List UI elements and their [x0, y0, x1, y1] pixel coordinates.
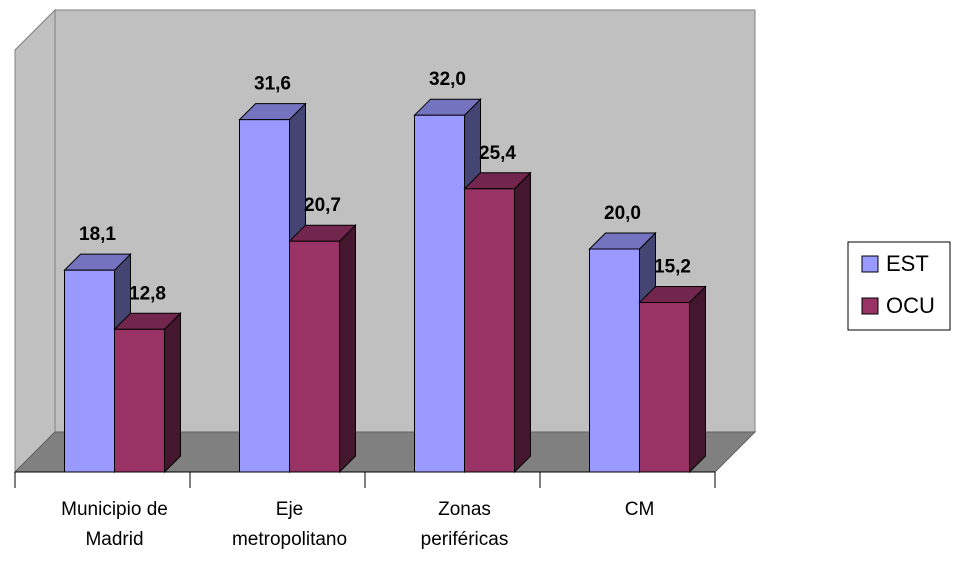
data-label-ocu-2: 25,4 — [479, 143, 516, 164]
bar-front — [414, 114, 465, 473]
data-label-est-2: 32,0 — [429, 69, 466, 90]
category-label-line: periféricas — [421, 529, 509, 550]
bar-ocu-3 — [638, 285, 707, 474]
chart-labels: 18,1 12,8 31,6 20,7 32,0 25,4 20,0 15,2 — [79, 69, 691, 304]
side-wall — [14, 8, 56, 474]
bar-est-3 — [588, 231, 657, 474]
category-label-line: Zonas — [438, 499, 491, 520]
data-label-ocu-3: 15,2 — [654, 257, 691, 278]
bar-est-0 — [63, 252, 132, 474]
legend-label-ocu: OCU — [886, 293, 935, 318]
legend-swatch-ocu — [861, 297, 879, 315]
bar-side — [339, 223, 356, 474]
bar-side — [164, 312, 181, 474]
category-label-line: metropolitano — [232, 529, 347, 550]
legend-swatch-est — [861, 255, 879, 273]
legend: EST OCU — [847, 241, 951, 331]
category-label-3: CM — [625, 499, 655, 520]
bar-side — [689, 285, 706, 474]
category-label-0: Municipio de Madrid — [61, 499, 168, 550]
bar-ocu-1 — [288, 223, 357, 474]
data-label-est-0: 18,1 — [79, 224, 116, 245]
bar-front — [64, 269, 115, 473]
bar-front — [114, 328, 165, 473]
category-label-1: Eje metropolitano — [232, 499, 347, 550]
category-label-line: Eje — [276, 499, 303, 520]
data-label-ocu-0: 12,8 — [129, 283, 166, 304]
bar-side — [514, 171, 531, 474]
x-axis: Municipio de Madrid Eje metropolitano Zonas p… — [14, 471, 716, 550]
legend-label-est: EST — [886, 251, 929, 276]
category-label-line: Municipio de — [61, 499, 168, 520]
data-label-ocu-1: 20,7 — [304, 195, 341, 216]
bar-front — [464, 188, 515, 473]
bar-front — [289, 240, 340, 473]
chart-bars — [63, 97, 707, 474]
bar-front — [239, 119, 290, 473]
bar-ocu-2 — [463, 171, 532, 474]
bar-front — [589, 248, 640, 473]
data-label-est-3: 20,0 — [604, 203, 641, 224]
category-label-line: Madrid — [85, 529, 143, 550]
bar-front — [639, 302, 690, 473]
chart-walls — [13, 8, 757, 474]
category-label-2: Zonas periféricas — [421, 499, 509, 550]
bar-ocu-0 — [113, 312, 182, 474]
category-label-line: CM — [625, 499, 655, 520]
data-label-est-1: 31,6 — [254, 74, 291, 95]
